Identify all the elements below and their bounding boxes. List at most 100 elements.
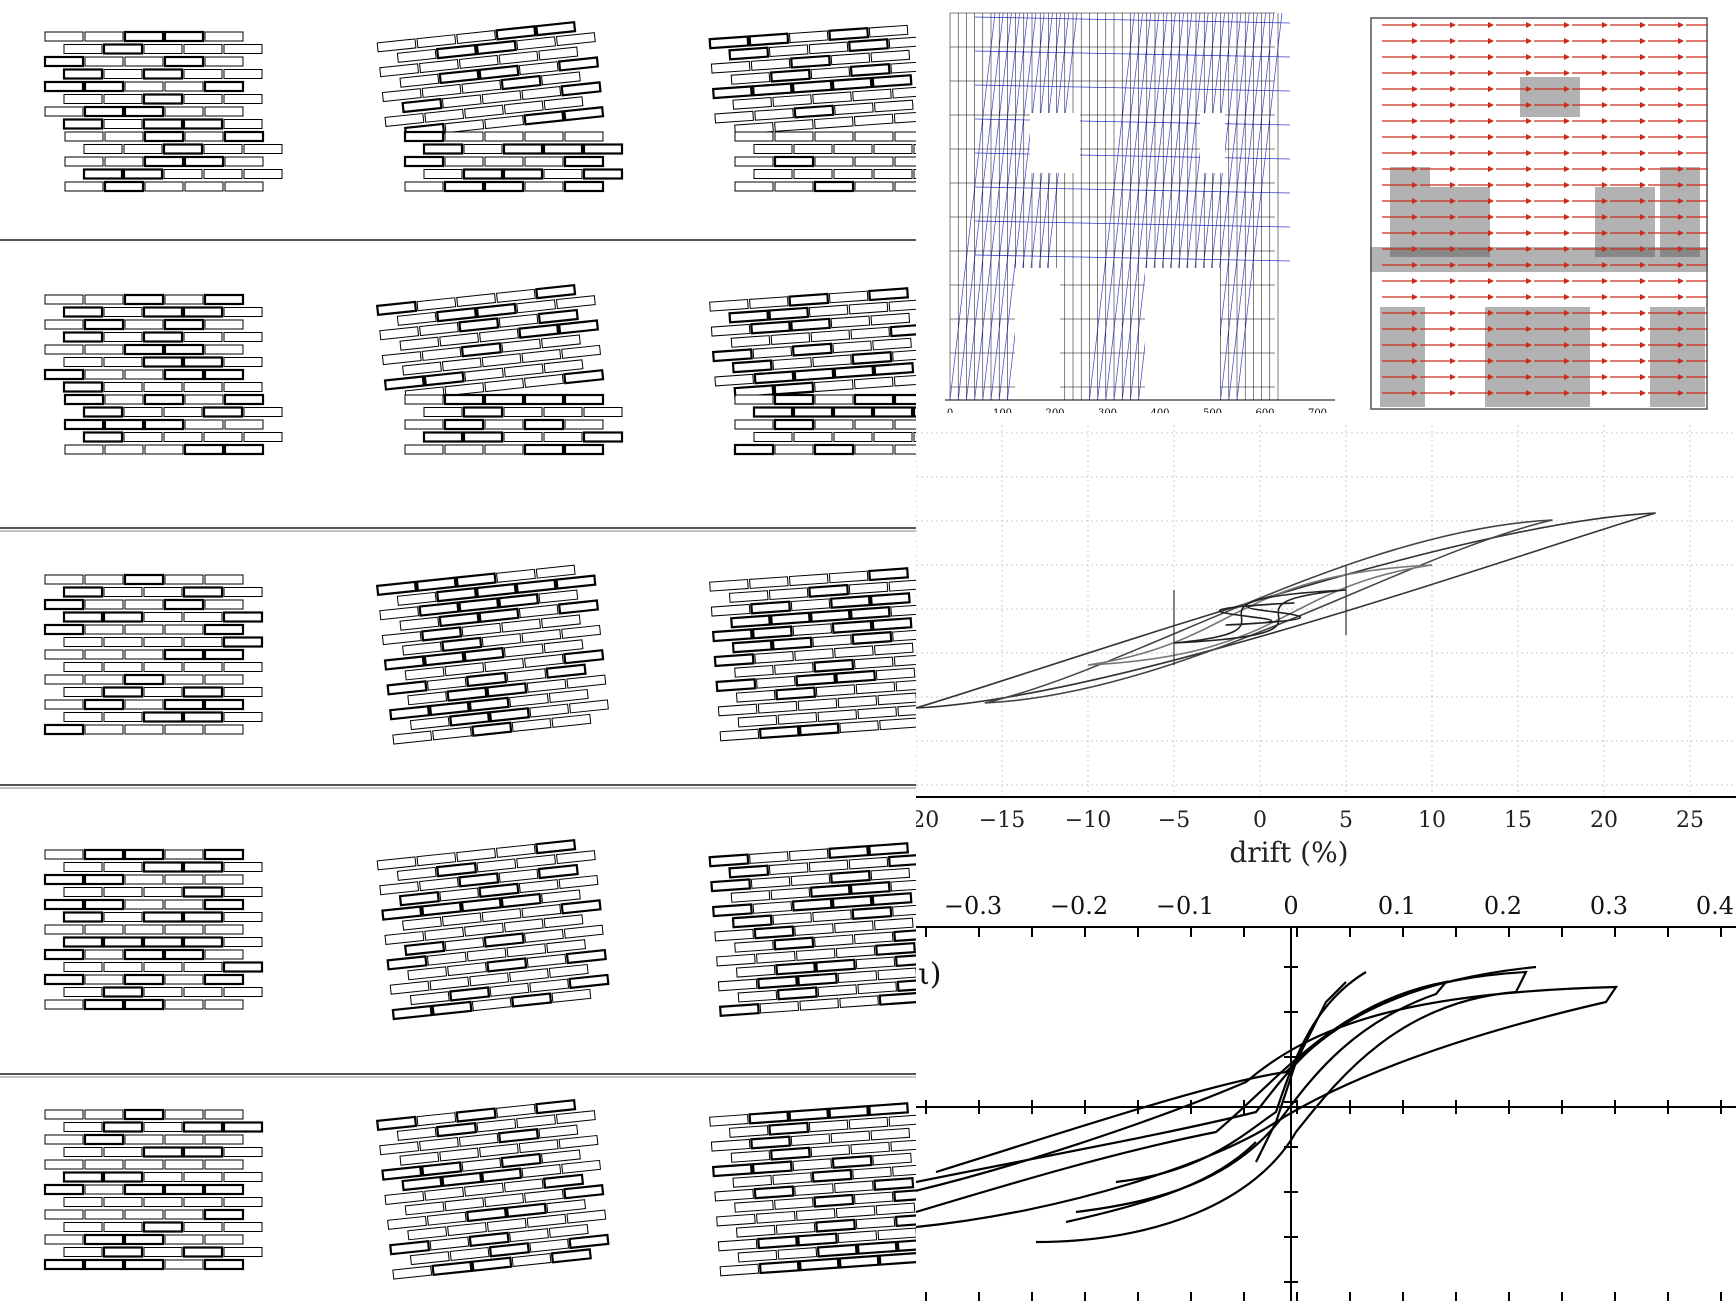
brick [506,668,547,683]
brick [768,587,809,601]
brick [873,1177,915,1191]
brick [913,169,916,179]
brick [563,180,605,193]
mesh-tick-label: 200 [1045,408,1064,413]
arrow-head [1678,246,1684,252]
brick [63,1122,103,1132]
brick [750,58,791,71]
brick [540,889,581,904]
brick [183,44,223,54]
brick [890,60,916,74]
brick [814,419,854,430]
mesh-h-deformed [974,50,1291,58]
brick [123,105,165,118]
brick [873,432,913,442]
brick [142,68,184,80]
brick [831,76,873,91]
brick [443,393,485,406]
brick [409,716,450,731]
arrow-head [1564,38,1570,44]
wall-stage [43,848,264,1011]
brick [849,63,891,78]
mesh-h-deformed [974,84,1291,92]
brick [810,66,851,80]
brick [498,313,539,328]
brick [848,301,889,315]
brick [204,106,244,117]
brick [848,1116,889,1130]
brick [389,980,430,995]
brick [873,917,914,931]
arrow-head [1564,278,1570,284]
brick [458,317,500,333]
brick [63,637,103,647]
brick [163,432,203,442]
brick [419,877,459,892]
mesh-grid [949,12,1291,401]
arrow-head [1526,102,1532,108]
brick [815,1218,856,1233]
arrow-head [1564,118,1570,124]
arrow-head [1678,358,1684,364]
brick [63,662,103,672]
brick [795,672,837,687]
brick [376,38,417,53]
brick [391,1004,433,1021]
brick [142,118,184,130]
arrow-head [1564,262,1570,268]
brick [435,586,478,603]
brick [456,30,497,45]
brick [769,611,811,626]
arrow-head [1564,214,1570,220]
brick [557,319,600,335]
brick [183,662,223,672]
brick [872,406,914,418]
hysteresis-loop [984,519,1553,704]
mesh-v-deformed [966,12,1012,401]
brick [877,692,916,706]
brick [379,63,420,78]
brick [183,637,223,647]
arrow-head [1526,326,1532,332]
arrow-head [1640,150,1646,156]
brick [465,1206,508,1223]
brick [44,294,84,305]
brick [583,407,623,417]
brick [830,52,871,66]
brick [893,373,916,387]
brick [204,599,244,610]
brick [182,686,224,698]
mesh-h-deformed [974,152,1291,160]
brick [894,131,916,142]
brick [503,100,544,115]
brick [103,962,143,972]
brick [84,1109,124,1120]
arrow-head [1412,262,1418,268]
brick [526,678,567,693]
brick [429,976,470,991]
brick [142,331,184,343]
arrow-head [1678,166,1684,172]
brick [892,1163,916,1177]
brick [524,928,564,943]
brick [203,432,243,442]
brick [84,31,124,42]
brick [478,64,520,80]
brick [750,1135,792,1150]
arrow-head [1678,342,1684,348]
brick [837,695,878,709]
brick [768,862,809,876]
brick [164,294,204,305]
mesh-tick-label: 0 [947,408,953,413]
brick [855,681,896,695]
brick [501,618,542,633]
brick [788,1107,830,1122]
brick [548,963,589,978]
brick [521,348,562,364]
brick [438,611,480,628]
experimental-loops [916,965,1619,1244]
brick [892,85,916,99]
brick [518,61,559,76]
wall-stage [376,20,624,193]
brick [383,655,425,671]
